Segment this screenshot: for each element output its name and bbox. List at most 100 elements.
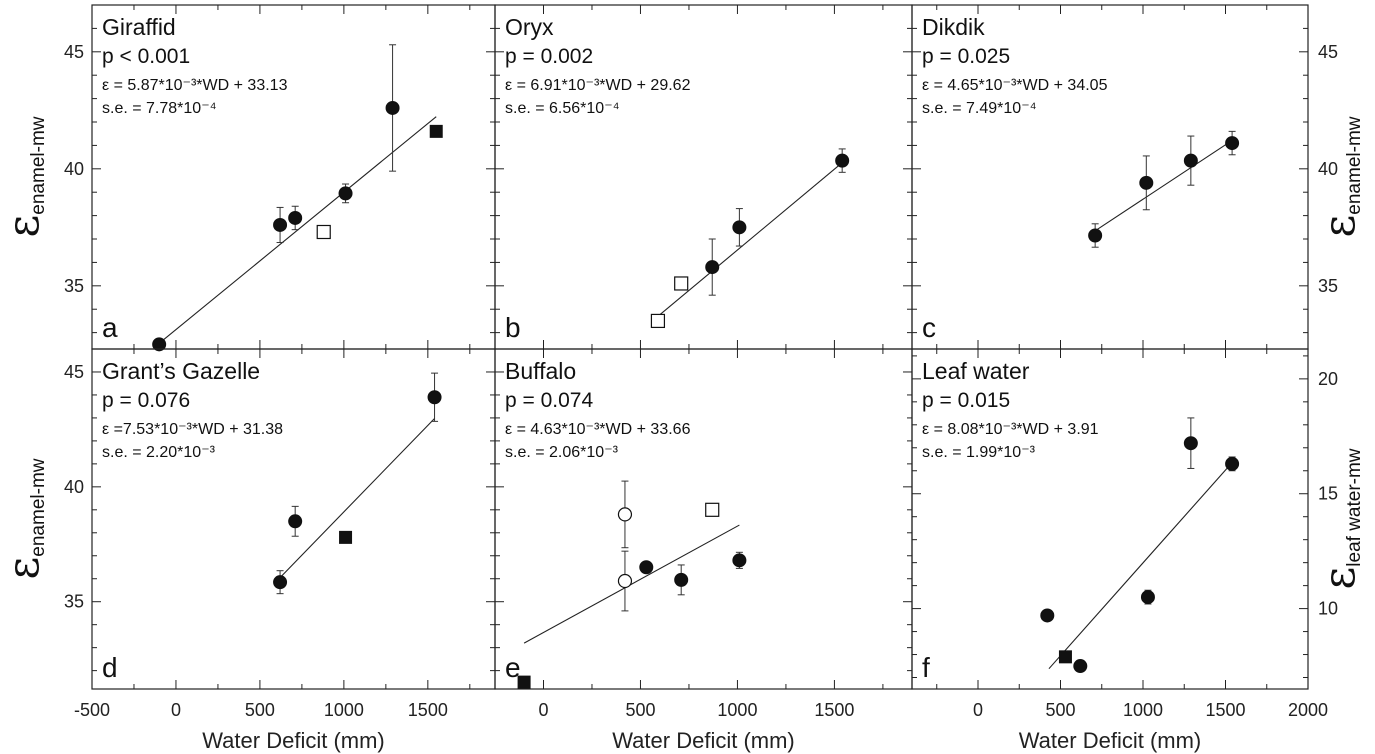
y-tick-label: 40 xyxy=(1318,159,1338,179)
panel-title: Leaf water xyxy=(922,358,1030,384)
p-value: p = 0.076 xyxy=(102,389,190,412)
regression-line xyxy=(1048,462,1233,670)
regression-line xyxy=(523,524,740,644)
p-value: p = 0.025 xyxy=(922,45,1010,68)
x-tick-label: 500 xyxy=(1045,700,1075,720)
data-point xyxy=(732,220,747,235)
standard-error: s.e. = 7.49*10⁻⁴ xyxy=(922,100,1037,117)
panel-letter: b xyxy=(505,312,521,343)
data-point xyxy=(1040,608,1055,623)
x-tick-label: 0 xyxy=(171,700,181,720)
p-value: p = 0.015 xyxy=(922,389,1010,412)
data-point xyxy=(427,390,442,405)
y-tick-label: 10 xyxy=(1318,599,1338,619)
y-tick-label: 45 xyxy=(1318,42,1338,62)
x-tick-label: 1000 xyxy=(717,700,757,720)
data-point xyxy=(650,313,666,329)
panels: Giraffid p < 0.001 ε = 5.87*10⁻³*WD + 33.1… xyxy=(91,4,1309,690)
y-axis-label-top-right: εenamel-mw xyxy=(1314,116,1365,237)
x-tick-label: 1000 xyxy=(324,700,364,720)
standard-error: s.e. = 1.99*10⁻³ xyxy=(922,444,1036,461)
x-tick-label: 500 xyxy=(245,700,275,720)
y-tick-label: 45 xyxy=(64,362,84,382)
regression-equation: ε = 5.87*10⁻³*WD + 33.13 xyxy=(102,77,288,94)
panel-e: Buffalo p = 0.074 ε = 4.63*10⁻³*WD + 33.66… xyxy=(494,348,913,690)
data-point xyxy=(617,507,633,522)
panel-a: Giraffid p < 0.001 ε = 5.87*10⁻³*WD + 33.1… xyxy=(91,4,496,352)
standard-error: s.e. = 6.56*10⁻⁴ xyxy=(505,100,620,117)
data-point xyxy=(705,502,720,517)
data-point xyxy=(385,100,400,115)
x-tick-label: -500 xyxy=(74,700,110,720)
x-axis-label: Water Deficit (mm) xyxy=(612,728,795,753)
x-axis-label: Water Deficit (mm) xyxy=(1019,728,1202,753)
data-point xyxy=(1088,228,1103,243)
panel-letter: c xyxy=(922,312,936,343)
data-point xyxy=(674,276,689,291)
p-value: p = 0.074 xyxy=(505,389,593,412)
regression-line xyxy=(279,418,435,578)
data-point xyxy=(732,553,747,568)
data-point xyxy=(273,575,288,590)
y-tick-label: 15 xyxy=(1318,484,1338,504)
panel-letter: a xyxy=(102,312,118,343)
regression-equation: ε = 6.91*10⁻³*WD + 29.62 xyxy=(505,77,691,94)
y-tick-label: 45 xyxy=(64,42,84,62)
data-point xyxy=(1183,436,1198,451)
data-point xyxy=(1073,659,1088,674)
panel-d: Grant’s Gazelle p = 0.076 ε =7.53*10⁻³*WD … xyxy=(91,348,496,690)
panel-title: Dikdik xyxy=(922,14,985,40)
data-point xyxy=(288,514,303,529)
data-point xyxy=(429,124,443,138)
data-point xyxy=(1139,175,1154,190)
x-axis-label: Water Deficit (mm) xyxy=(202,728,385,753)
x-tick-label: 2000 xyxy=(1288,700,1328,720)
x-tick-label: 0 xyxy=(973,700,983,720)
panel-f: Leaf water p = 0.015 ε = 8.08*10⁻³*WD + 3.… xyxy=(911,348,1309,690)
standard-error: s.e. = 2.06*10⁻³ xyxy=(505,444,619,461)
y-tick-label: 40 xyxy=(64,477,84,497)
data-point xyxy=(288,210,303,225)
x-tick-label: 0 xyxy=(538,700,548,720)
data-point xyxy=(338,186,353,201)
data-point xyxy=(152,337,167,352)
data-point xyxy=(1183,153,1198,168)
x-tick-label: 1500 xyxy=(814,700,854,720)
data-point xyxy=(705,260,720,275)
y-axis-label-top-left: εenamel-mw xyxy=(0,116,49,237)
data-point xyxy=(617,573,633,589)
x-tick-label: 500 xyxy=(625,700,655,720)
y-tick-label: 20 xyxy=(1318,369,1338,389)
regression-equation: ε =7.53*10⁻³*WD + 31.38 xyxy=(102,421,283,438)
data-point xyxy=(1058,650,1072,664)
data-point xyxy=(835,153,850,168)
data-point xyxy=(1140,590,1155,605)
data-point xyxy=(639,560,654,575)
x-tick-label: 1500 xyxy=(408,700,448,720)
panel-frame xyxy=(911,348,1309,690)
regression-line xyxy=(657,162,843,317)
y-tick-label: 40 xyxy=(64,159,84,179)
y-axis-label-bottom-right: εleaf water-mw xyxy=(1314,448,1365,589)
regression-equation: ε = 4.63*10⁻³*WD + 33.66 xyxy=(505,421,691,438)
standard-error: s.e. = 7.78*10⁻⁴ xyxy=(102,100,217,117)
data-point xyxy=(1225,136,1240,151)
panel-letter: d xyxy=(102,652,118,683)
x-tick-label: 1500 xyxy=(1205,700,1245,720)
y-tick-label: 35 xyxy=(64,276,84,296)
panel-b: Oryx p = 0.002 ε = 6.91*10⁻³*WD + 29.62 s.e… xyxy=(494,4,913,350)
y-axis-label-bottom-left: εenamel-mw xyxy=(0,458,49,579)
regression-equation: ε = 8.08*10⁻³*WD + 3.91 xyxy=(922,421,1099,438)
panel-title: Giraffid xyxy=(102,14,176,40)
data-point xyxy=(273,217,288,232)
y-tick-label: 35 xyxy=(1318,276,1338,296)
p-value: p < 0.001 xyxy=(102,45,190,68)
data-point xyxy=(517,675,531,689)
data-point xyxy=(1225,456,1240,471)
regression-equation: ε = 4.65*10⁻³*WD + 34.05 xyxy=(922,77,1108,94)
regression-line xyxy=(1094,140,1233,232)
panel-letter: f xyxy=(922,652,930,683)
y-tick-label: 35 xyxy=(64,592,84,612)
panel-title: Grant’s Gazelle xyxy=(102,358,260,384)
